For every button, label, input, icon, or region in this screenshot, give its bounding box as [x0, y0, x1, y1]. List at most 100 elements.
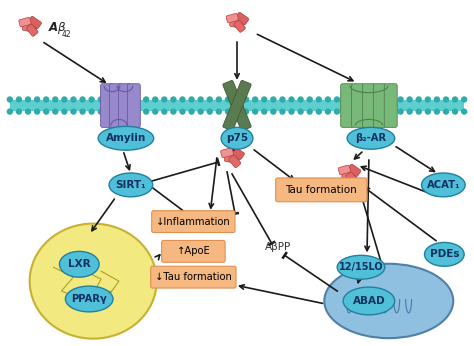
- Circle shape: [70, 96, 77, 103]
- Circle shape: [252, 96, 258, 103]
- Circle shape: [252, 108, 258, 115]
- Circle shape: [170, 96, 177, 103]
- FancyBboxPatch shape: [10, 100, 464, 107]
- Circle shape: [79, 108, 86, 115]
- Circle shape: [7, 108, 13, 115]
- FancyBboxPatch shape: [234, 20, 246, 32]
- Text: ABAD: ABAD: [353, 296, 385, 306]
- Text: A$\beta$: A$\beta$: [47, 20, 66, 36]
- FancyBboxPatch shape: [220, 148, 234, 158]
- Circle shape: [179, 96, 186, 103]
- Circle shape: [61, 96, 67, 103]
- Circle shape: [161, 108, 167, 115]
- Text: SIRT₁: SIRT₁: [116, 180, 146, 190]
- FancyBboxPatch shape: [223, 81, 251, 131]
- Circle shape: [270, 96, 276, 103]
- Circle shape: [316, 108, 322, 115]
- FancyBboxPatch shape: [408, 280, 420, 289]
- Circle shape: [343, 96, 349, 103]
- Circle shape: [207, 96, 213, 103]
- FancyBboxPatch shape: [228, 155, 241, 168]
- Circle shape: [98, 108, 104, 115]
- Circle shape: [89, 108, 95, 115]
- Circle shape: [107, 108, 113, 115]
- Text: ACAT₁: ACAT₁: [427, 180, 460, 190]
- FancyBboxPatch shape: [19, 17, 31, 27]
- Circle shape: [216, 96, 222, 103]
- Text: PDEs: PDEs: [429, 249, 459, 260]
- Circle shape: [261, 96, 267, 103]
- Circle shape: [434, 96, 440, 103]
- FancyBboxPatch shape: [100, 84, 113, 127]
- Ellipse shape: [337, 255, 385, 279]
- Circle shape: [43, 96, 49, 103]
- FancyBboxPatch shape: [128, 84, 140, 127]
- FancyBboxPatch shape: [417, 279, 430, 291]
- Circle shape: [388, 96, 395, 103]
- Circle shape: [198, 108, 204, 115]
- FancyBboxPatch shape: [28, 16, 41, 29]
- Circle shape: [416, 108, 422, 115]
- FancyBboxPatch shape: [118, 84, 131, 127]
- FancyBboxPatch shape: [235, 12, 249, 25]
- Circle shape: [152, 96, 158, 103]
- Circle shape: [452, 96, 458, 103]
- Circle shape: [288, 96, 295, 103]
- Circle shape: [52, 96, 58, 103]
- Circle shape: [234, 108, 240, 115]
- Text: PPARγ: PPARγ: [71, 294, 107, 304]
- Circle shape: [89, 96, 95, 103]
- Circle shape: [225, 96, 231, 103]
- Circle shape: [379, 96, 385, 103]
- Circle shape: [134, 96, 140, 103]
- Circle shape: [307, 108, 313, 115]
- Text: ↓Tau formation: ↓Tau formation: [155, 272, 232, 282]
- Circle shape: [334, 108, 340, 115]
- Circle shape: [225, 108, 231, 115]
- Text: Amylin: Amylin: [106, 133, 146, 143]
- Circle shape: [434, 108, 440, 115]
- Circle shape: [125, 96, 131, 103]
- Circle shape: [452, 108, 458, 115]
- FancyBboxPatch shape: [352, 84, 365, 127]
- Circle shape: [216, 108, 222, 115]
- Text: LXR: LXR: [68, 259, 91, 269]
- Text: ↑ApoE: ↑ApoE: [176, 246, 210, 256]
- FancyBboxPatch shape: [224, 153, 240, 163]
- Circle shape: [407, 108, 413, 115]
- Circle shape: [270, 108, 276, 115]
- FancyBboxPatch shape: [384, 84, 397, 127]
- FancyBboxPatch shape: [151, 266, 236, 288]
- FancyBboxPatch shape: [152, 211, 235, 233]
- Circle shape: [143, 108, 149, 115]
- Circle shape: [397, 108, 404, 115]
- Text: Tau formation: Tau formation: [285, 185, 357, 195]
- Circle shape: [16, 96, 22, 103]
- Circle shape: [279, 108, 286, 115]
- Ellipse shape: [98, 126, 154, 150]
- Circle shape: [70, 108, 77, 115]
- Circle shape: [297, 96, 304, 103]
- Ellipse shape: [59, 251, 99, 277]
- Circle shape: [325, 96, 331, 103]
- Circle shape: [243, 108, 249, 115]
- FancyBboxPatch shape: [27, 24, 38, 36]
- Circle shape: [443, 108, 449, 115]
- FancyBboxPatch shape: [276, 178, 367, 202]
- Circle shape: [425, 96, 431, 103]
- Circle shape: [7, 96, 13, 103]
- FancyBboxPatch shape: [223, 81, 251, 131]
- Ellipse shape: [109, 173, 153, 197]
- Circle shape: [334, 96, 340, 103]
- FancyBboxPatch shape: [341, 84, 354, 127]
- Circle shape: [152, 108, 158, 115]
- Circle shape: [188, 96, 195, 103]
- Circle shape: [34, 108, 40, 115]
- FancyBboxPatch shape: [10, 104, 464, 111]
- Circle shape: [343, 108, 349, 115]
- Ellipse shape: [347, 127, 395, 149]
- Circle shape: [352, 96, 358, 103]
- Ellipse shape: [221, 127, 253, 149]
- Text: β₂-AR: β₂-AR: [356, 133, 386, 143]
- Circle shape: [316, 96, 322, 103]
